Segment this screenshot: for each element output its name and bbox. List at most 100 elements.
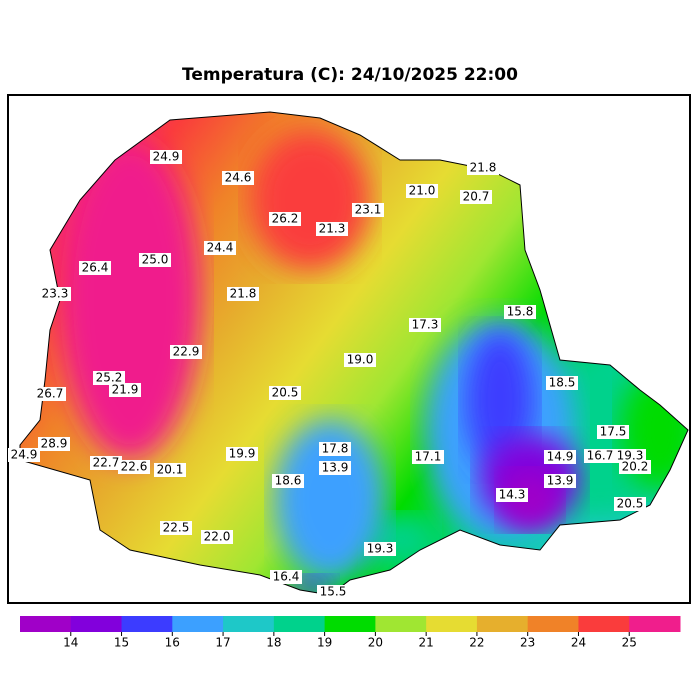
- station-value: 24.4: [207, 241, 234, 255]
- station-value: 25.0: [142, 253, 169, 267]
- station-value: 23.3: [42, 287, 69, 301]
- colorbar-tick-label: 15: [114, 636, 129, 650]
- colorbar-swatch: [172, 616, 224, 632]
- station-box: [79, 261, 111, 275]
- station-value: 14.3: [499, 488, 526, 502]
- station-box: [344, 353, 376, 367]
- station-value: 14.9: [547, 450, 574, 464]
- station-value: 17.3: [412, 318, 439, 332]
- station-value: 16.7: [587, 449, 614, 463]
- station-value: 21.3: [319, 222, 346, 236]
- station-box: [319, 442, 351, 456]
- station-box: [154, 463, 186, 477]
- station-value: 24.6: [225, 171, 252, 185]
- colorbar-tick-label: 17: [215, 636, 230, 650]
- station-box: [619, 460, 651, 474]
- station-box: [204, 241, 236, 255]
- colorbar-swatch: [20, 616, 72, 632]
- station-value: 20.1: [157, 463, 184, 477]
- colorbar-tick-label: 20: [368, 636, 383, 650]
- station-value: 24.9: [11, 448, 38, 462]
- colorbar-tick-label: 18: [266, 636, 281, 650]
- station-box: [227, 287, 259, 301]
- station-box: [584, 449, 616, 463]
- station-value: 21.0: [409, 184, 436, 198]
- colorbar-swatch: [375, 616, 427, 632]
- colorbar-swatch: [223, 616, 275, 632]
- colorbar-tick-label: 23: [520, 636, 535, 650]
- station-box: [597, 425, 629, 439]
- station-value: 19.3: [617, 449, 644, 463]
- station-box: [316, 222, 348, 236]
- station-value: 18.5: [549, 376, 576, 390]
- station-value: 21.8: [230, 287, 257, 301]
- station-box: [39, 287, 71, 301]
- station-value: 19.0: [347, 353, 374, 367]
- station-box: [352, 203, 384, 217]
- colorbar-swatch: [578, 616, 630, 632]
- colorbar-swatch: [629, 616, 681, 632]
- station-value: 18.6: [275, 474, 302, 488]
- station-box: [406, 184, 438, 198]
- station-value: 26.4: [82, 261, 109, 275]
- temperature-zone: [275, 420, 385, 580]
- station-value: 21.8: [470, 161, 497, 175]
- colorbar-swatch: [476, 616, 529, 632]
- station-box: [614, 449, 646, 463]
- station-value: 22.7: [93, 456, 120, 470]
- station-value: 15.8: [507, 305, 534, 319]
- station-box: [460, 190, 492, 204]
- station-box: [8, 448, 40, 462]
- station-box: [544, 450, 576, 464]
- colorbar-swatch: [70, 616, 123, 632]
- station-box: [201, 530, 233, 544]
- station-box: [93, 371, 125, 385]
- colorbar-swatch: [121, 616, 173, 632]
- station-box: [269, 212, 301, 226]
- station-value: 23.1: [355, 203, 382, 217]
- colorbar-tick-label: 25: [622, 636, 637, 650]
- station-value: 20.5: [617, 497, 644, 511]
- station-box: [269, 386, 301, 400]
- station-box: [412, 450, 444, 464]
- station-value: 19.3: [367, 542, 394, 556]
- station-value: 13.9: [322, 461, 349, 475]
- station-box: [118, 460, 150, 474]
- station-value: 17.1: [415, 450, 442, 464]
- station-box: [319, 461, 351, 475]
- station-box: [544, 474, 576, 488]
- station-box: [364, 542, 396, 556]
- station-box: [546, 376, 578, 390]
- station-value: 22.0: [204, 530, 231, 544]
- station-value: 25.2: [96, 371, 123, 385]
- station-value: 22.9: [173, 345, 200, 359]
- station-value: 20.7: [463, 190, 490, 204]
- station-value: 28.9: [41, 437, 68, 451]
- station-box: [272, 474, 304, 488]
- station-value: 15.5: [320, 585, 347, 599]
- station-value: 26.2: [272, 212, 299, 226]
- temperature-zone: [250, 130, 370, 270]
- station-box: [317, 585, 349, 599]
- temperature-zone: [465, 330, 535, 470]
- station-box: [160, 521, 192, 535]
- station-box: [34, 387, 66, 401]
- station-value: 22.5: [163, 521, 190, 535]
- station-value: 20.2: [622, 460, 649, 474]
- station-box: [467, 161, 499, 175]
- station-box: [504, 305, 536, 319]
- station-labels: 24.9 24.6 26.2 21.3 23.1 21.0 20.7 21.8 26.4 25.0…: [8, 150, 651, 599]
- station-value: 26.7: [37, 387, 64, 401]
- station-box: [109, 383, 141, 397]
- station-box: [270, 570, 302, 584]
- station-value: 21.9: [112, 383, 139, 397]
- station-value: 17.8: [322, 442, 349, 456]
- station-value: 20.5: [272, 386, 299, 400]
- colorbar-swatch: [324, 616, 376, 632]
- station-box: [170, 345, 202, 359]
- colorbar-swatch: [426, 616, 478, 632]
- colorbar-tick-label: 16: [165, 636, 180, 650]
- station-box: [38, 437, 70, 451]
- station-box: [614, 497, 646, 511]
